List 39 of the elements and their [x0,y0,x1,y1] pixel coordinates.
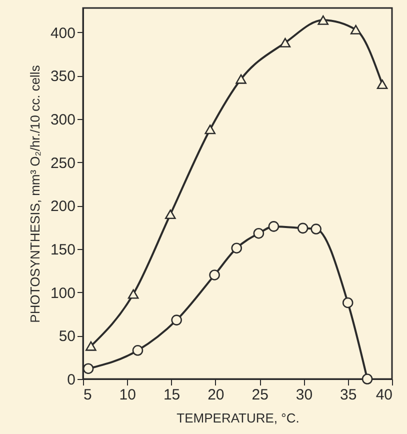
x-tick-label: 25 [252,386,268,404]
y-tick-label: 350 [50,68,76,86]
point [82,363,94,374]
point [165,210,176,220]
point [86,341,96,351]
y-tick-label: 300 [50,111,76,128]
y-tick-label: 150 [50,241,76,258]
x-tick-label: 5 [84,386,92,404]
x-tick-label: 35 [340,386,357,404]
point [231,242,242,254]
y-tick-label: 0 [67,372,76,388]
point [350,24,362,34]
point [236,74,246,84]
x-tick-label: 10 [119,386,136,404]
y-tick-label: 50 [58,328,76,346]
y-tick-label: 200 [50,198,76,216]
point [128,289,139,299]
point [297,222,308,234]
point [342,297,354,308]
x-tick-label: 15 [163,386,180,404]
point [280,38,291,48]
point [171,314,182,326]
point [310,224,322,234]
x-tick-label: 40 [376,386,392,404]
point [362,374,373,384]
y-tick-label: 250 [50,154,76,172]
point [209,270,220,280]
y-tick-label: 400 [50,24,76,42]
point [268,221,280,232]
point [318,15,329,25]
point [376,80,388,90]
x-tick-label: 20 [208,386,224,404]
x-axis-title: TEMPERATURE, °C. [176,410,300,426]
point [132,345,144,356]
point [204,124,216,134]
x-tick-label: 30 [296,386,313,404]
y-tick-label: 100 [50,284,76,302]
y-axis-title: PHOTOSYNTHESIS, mm³ O₂/hr./10 cc. cells [27,64,42,323]
point [253,228,264,239]
